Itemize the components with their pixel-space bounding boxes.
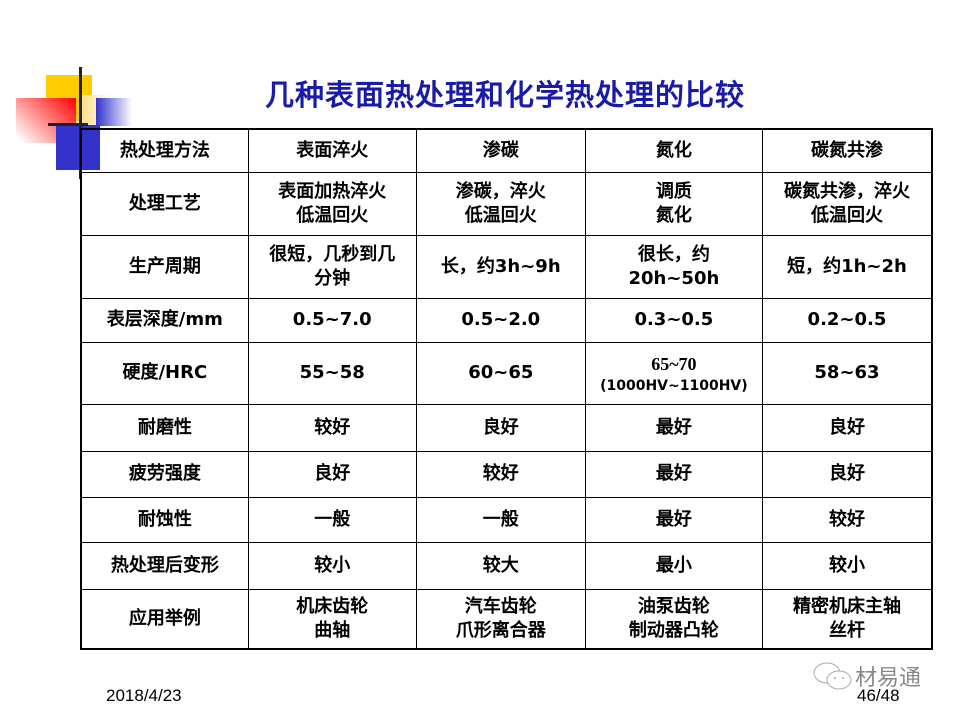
decor-horizontal-line <box>48 123 88 126</box>
row-label-cell: 耐蚀性 <box>80 496 249 543</box>
row-label-cell: 硬度/HRC <box>80 341 249 405</box>
row-label-cell: 生产周期 <box>80 234 249 299</box>
table-cell: 最好 <box>584 450 763 498</box>
table-cell: 短，约1h~2h <box>761 234 933 299</box>
table-cell: 汽车齿轮 爪形离合器 <box>415 588 586 650</box>
header-cell: 表面淬火 <box>247 128 417 173</box>
table-cell: 渗碳，淬火 低温回火 <box>415 171 586 236</box>
table-cell: 机床齿轮 曲轴 <box>247 588 417 650</box>
table-header-row: 热处理方法 表面淬火 渗碳 氮化 碳氮共渗 <box>80 128 933 173</box>
table-cell: 良好 <box>247 450 417 498</box>
table-row: 耐蚀性 一般 一般 最好 较好 <box>80 496 933 543</box>
table-cell: 较小 <box>247 541 417 590</box>
table-cell: 良好 <box>761 403 933 452</box>
table-row: 应用举例 机床齿轮 曲轴 汽车齿轮 爪形离合器 油泵齿轮 制动器凸轮 精密机床主轴 丝杆 <box>80 588 933 650</box>
header-cell: 碳氮共渗 <box>761 128 933 173</box>
table-cell: 最好 <box>584 403 763 452</box>
decor-blue-gradient <box>96 98 132 126</box>
table-cell: 较好 <box>761 496 933 543</box>
table-cell: 精密机床主轴 丝杆 <box>761 588 933 650</box>
header-cell: 热处理方法 <box>80 128 249 173</box>
table-cell: 65~70 (1000HV~1100HV) <box>584 341 763 405</box>
table-cell: 一般 <box>247 496 417 543</box>
comparison-table: 热处理方法 表面淬火 渗碳 氮化 碳氮共渗 处理工艺 表面加热淬火 低温回火 渗碳，淬火 低温… <box>80 128 933 650</box>
table-cell: 0.5~7.0 <box>247 297 417 343</box>
table-row: 疲劳强度 良好 较好 最好 良好 <box>80 450 933 498</box>
table-cell: 55~58 <box>247 341 417 405</box>
table-cell: 0.3~0.5 <box>584 297 763 343</box>
page-title: 几种表面热处理和化学热处理的比较 <box>264 78 745 112</box>
table-cell: 最小 <box>584 541 763 590</box>
table-cell: 0.2~0.5 <box>761 297 933 343</box>
table-cell: 58~63 <box>761 341 933 405</box>
table-cell: 较好 <box>247 403 417 452</box>
row-label-cell: 疲劳强度 <box>80 450 249 498</box>
header-cell: 渗碳 <box>415 128 586 173</box>
cell-line-small: (1000HV~1100HV) <box>600 377 748 394</box>
row-label-cell: 处理工艺 <box>80 171 249 236</box>
wechat-icon <box>813 662 852 690</box>
table-cell: 较小 <box>761 541 933 590</box>
table-cell: 很长，约 20h~50h <box>584 234 763 299</box>
table-cell: 很短，几秒到几 分钟 <box>247 234 417 299</box>
watermark-text: 材易通 <box>855 666 922 691</box>
table-cell: 良好 <box>415 403 586 452</box>
row-label-cell: 耐磨性 <box>80 403 249 452</box>
row-label-cell: 应用举例 <box>80 588 249 650</box>
table-cell: 良好 <box>761 450 933 498</box>
table-row: 表层深度/mm 0.5~7.0 0.5~2.0 0.3~0.5 0.2~0.5 <box>80 297 933 343</box>
footer-date: 2018/4/23 <box>106 686 182 705</box>
table-cell: 最好 <box>584 496 763 543</box>
table-row: 生产周期 很短，几秒到几 分钟 长，约3h~9h 很长，约 20h~50h 短，约1h~… <box>80 234 933 299</box>
table-cell: 一般 <box>415 496 586 543</box>
table-row: 处理工艺 表面加热淬火 低温回火 渗碳，淬火 低温回火 调质 氮化 碳氮共渗，淬火 低温… <box>80 171 933 236</box>
table-cell: 表面加热淬火 低温回火 <box>247 171 417 236</box>
table-cell: 油泵齿轮 制动器凸轮 <box>584 588 763 650</box>
cell-line: 65~70 <box>651 353 697 374</box>
table-cell: 较好 <box>415 450 586 498</box>
table-cell: 调质 氮化 <box>584 171 763 236</box>
table-cell: 60~65 <box>415 341 586 405</box>
page-number: 46/48 <box>857 686 900 705</box>
row-label-cell: 表层深度/mm <box>80 297 249 343</box>
table-row: 热处理后变形 较小 较大 最小 较小 <box>80 541 933 590</box>
table-cell: 0.5~2.0 <box>415 297 586 343</box>
header-cell: 氮化 <box>584 128 763 173</box>
table-row: 硬度/HRC 55~58 60~65 65~70 (1000HV~1100HV) 58~6… <box>80 341 933 405</box>
table-cell: 长，约3h~9h <box>415 234 586 299</box>
table-cell: 较大 <box>415 541 586 590</box>
row-label-cell: 热处理后变形 <box>80 541 249 590</box>
table-row: 耐磨性 较好 良好 最好 良好 <box>80 403 933 452</box>
table-cell: 碳氮共渗，淬火 低温回火 <box>761 171 933 236</box>
